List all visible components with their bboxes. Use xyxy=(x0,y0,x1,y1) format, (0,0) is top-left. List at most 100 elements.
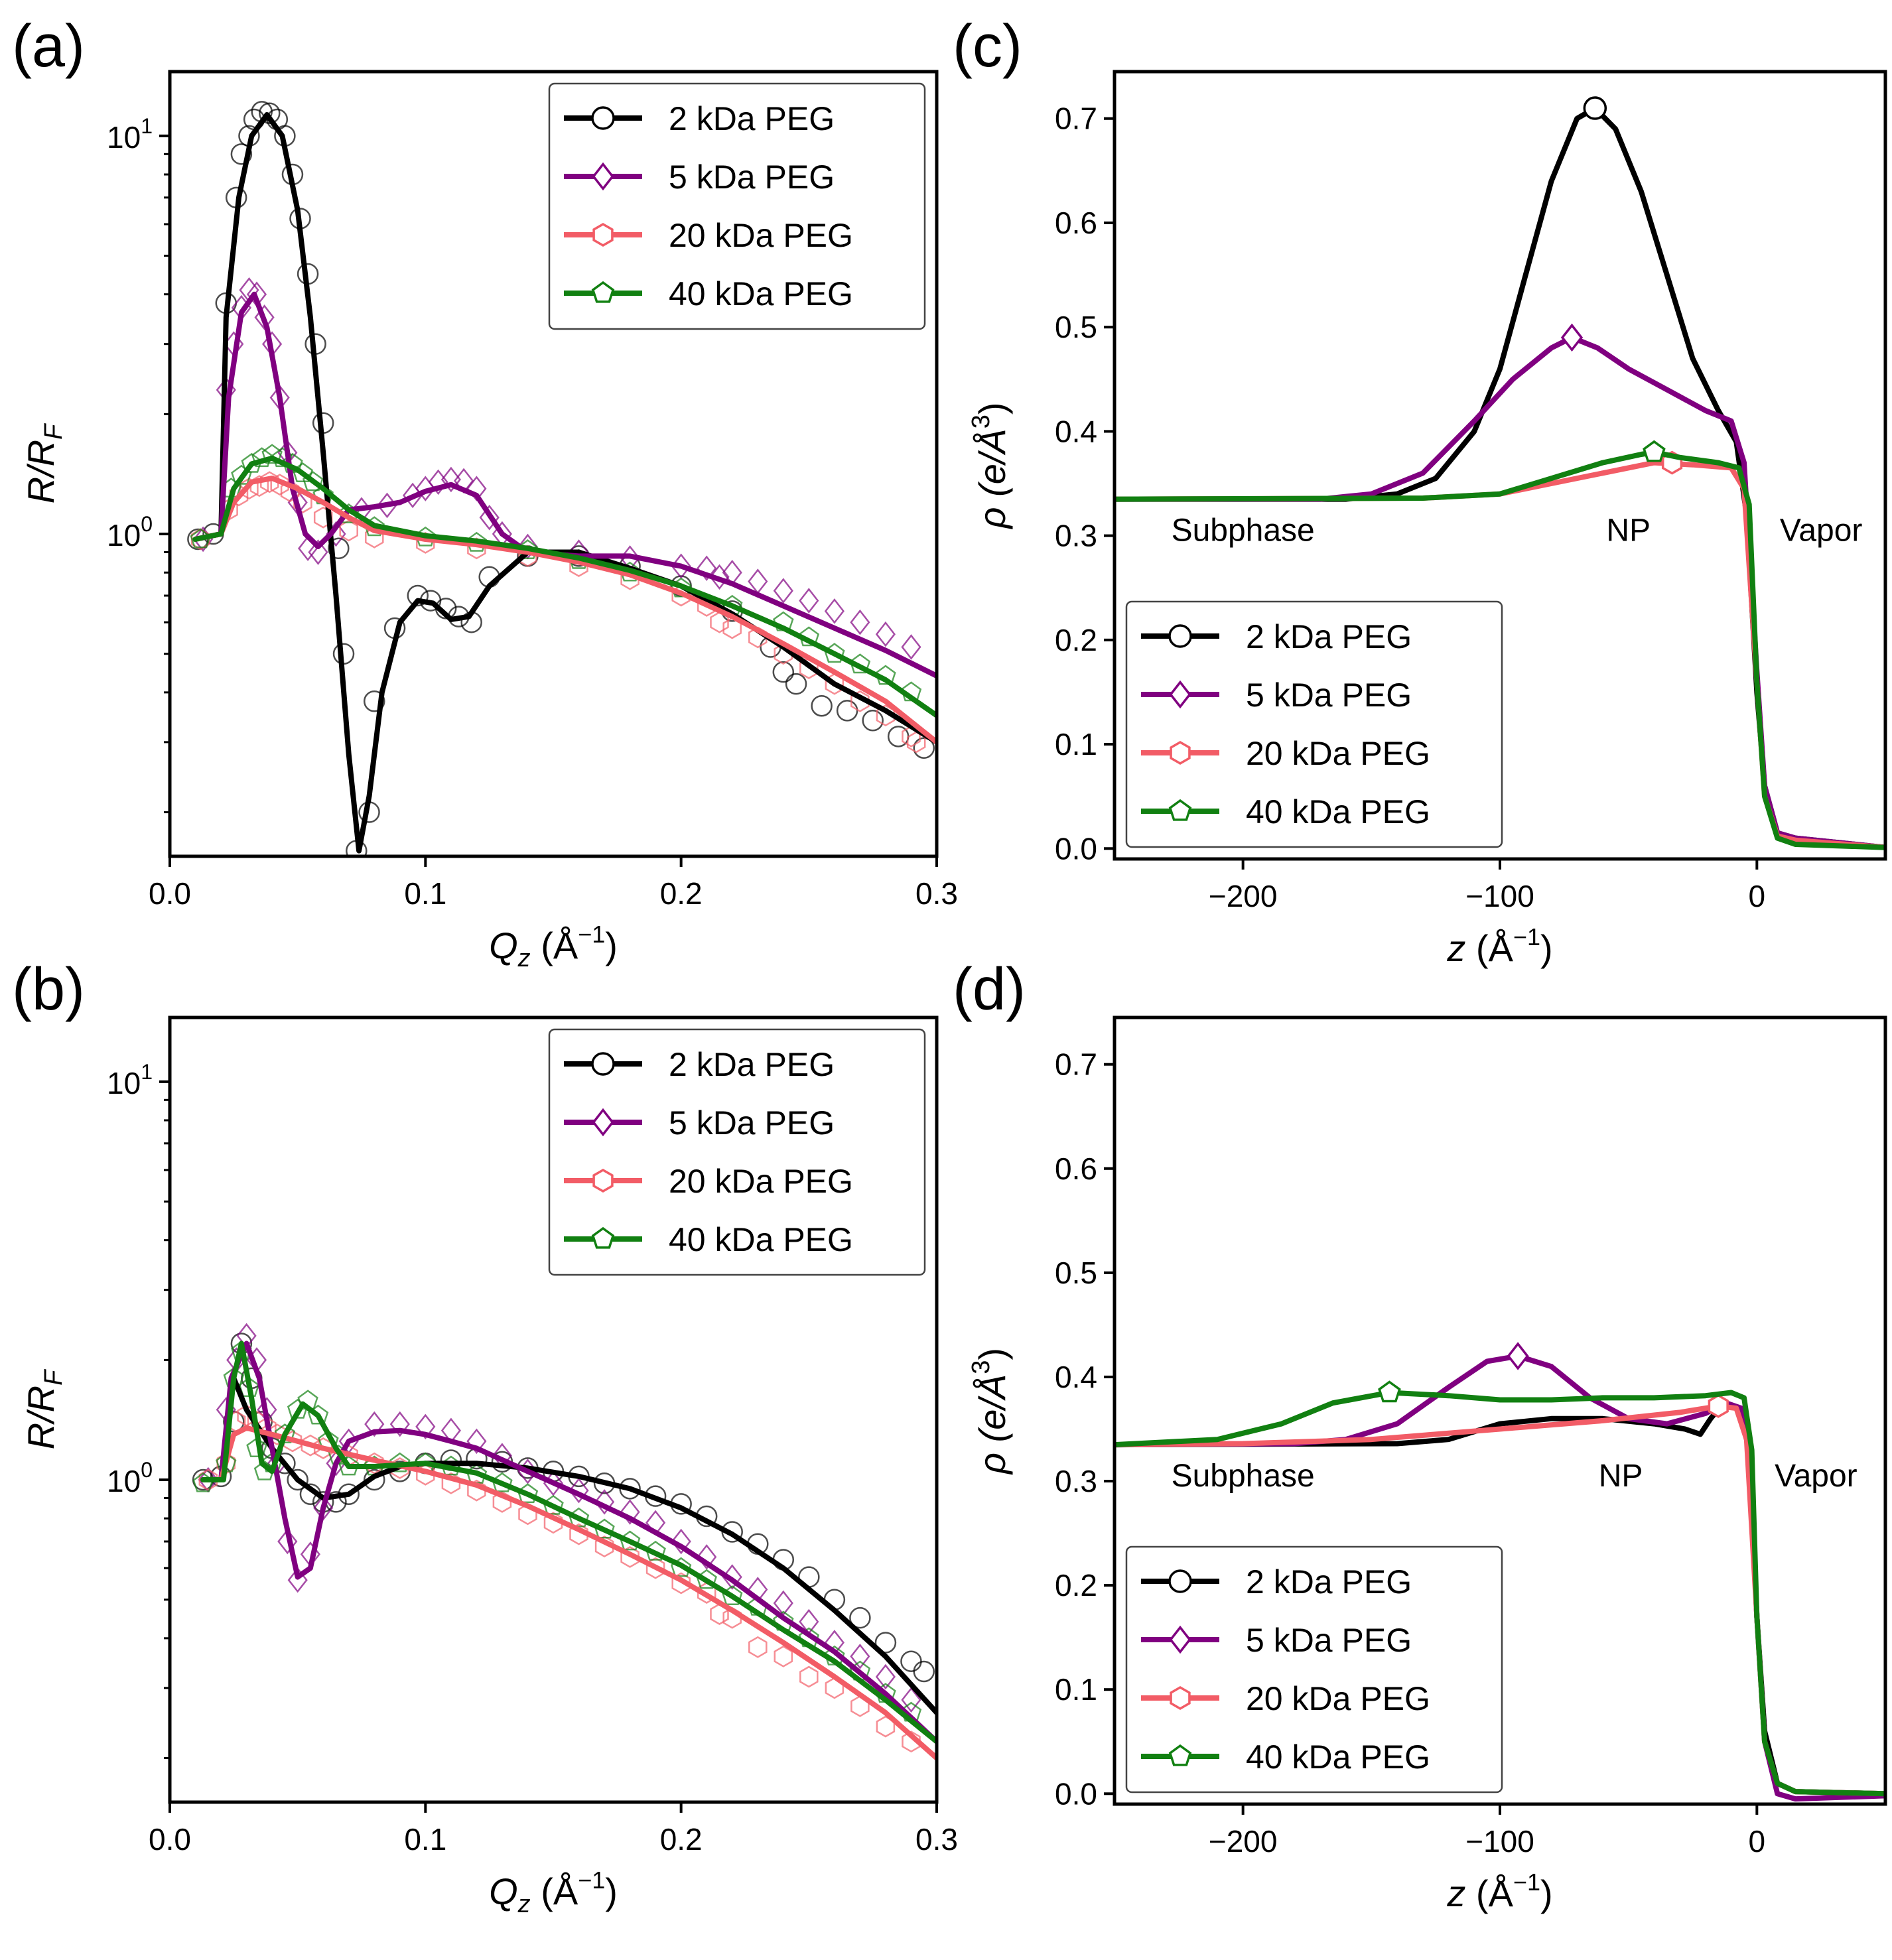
x-label-exp: −1 xyxy=(578,921,605,948)
x-axis-label: Qz (Å−1) xyxy=(489,921,618,972)
y-tick-exp: 1 xyxy=(141,114,153,138)
data-point xyxy=(874,1632,897,1654)
legend-box xyxy=(548,82,926,330)
data-point xyxy=(198,1469,218,1491)
y-label-main: ρ (e/Å xyxy=(971,1374,1013,1475)
ticks-c: −200 −100 0 0.0 0.1 0.2 0.3 0.4 0.5 0.6 0.7 xyxy=(1055,101,1765,913)
y-tick-label: 0.4 xyxy=(1055,414,1097,448)
x-label-main: Q xyxy=(489,925,518,966)
fit-40kDa xyxy=(1115,1380,1885,1797)
axes-frame xyxy=(168,70,939,858)
legend-entry: 40 kDa PEG xyxy=(1141,1738,1430,1776)
y-tick-label: 0.7 xyxy=(1055,101,1097,136)
y-tick-label: 0.3 xyxy=(1055,1464,1097,1498)
x-tick-label: −100 xyxy=(1465,1824,1534,1859)
data-point xyxy=(230,143,253,165)
data-point xyxy=(594,1489,615,1515)
legend-box xyxy=(1125,1545,1503,1794)
plot-area-a xyxy=(187,101,937,856)
legend-marker xyxy=(1169,1625,1191,1654)
x-axis-label: z (Å−1) xyxy=(1446,1868,1552,1914)
data-point xyxy=(569,1477,589,1504)
legend-marker xyxy=(1169,680,1191,709)
x-label-main: z xyxy=(1446,1872,1465,1914)
x-tick-label: 0.3 xyxy=(915,876,958,911)
y-tick-label: 0.4 xyxy=(1055,1360,1097,1394)
fit-5kDa xyxy=(192,291,937,679)
x-tick-label: 0.3 xyxy=(915,1822,958,1857)
x-label-close: ) xyxy=(1540,927,1553,969)
region-label: NP xyxy=(1599,1459,1643,1494)
legend-entry: 40 kDa PEG xyxy=(564,1221,853,1258)
x-label-unit: (Å xyxy=(531,925,578,966)
y-tick-label: 101 xyxy=(107,1060,153,1100)
y-tick-label: 0.7 xyxy=(1055,1047,1097,1082)
y-label-main: R/R xyxy=(20,1386,62,1449)
data-point xyxy=(772,661,795,683)
data-point xyxy=(440,466,461,493)
data-point xyxy=(773,1590,793,1616)
x-label-main: z xyxy=(1446,927,1465,969)
x-tick-label: 0 xyxy=(1749,1824,1766,1859)
data-point xyxy=(277,1528,298,1555)
data-point xyxy=(901,634,921,660)
data-point xyxy=(850,609,870,635)
legend-c: 2 kDa PEG 5 kDa PEG 20 kDa PEG 40 kDa PEG xyxy=(1125,600,1503,848)
x-label-sub: z xyxy=(517,1890,531,1918)
legend-marker xyxy=(592,222,614,247)
legend-entry: 5 kDa PEG xyxy=(564,159,835,196)
y-tick-exp: 1 xyxy=(141,1060,153,1084)
panel-label-c: (c) xyxy=(953,13,1022,80)
x-tick-label: 0.0 xyxy=(149,1822,191,1857)
y-tick-label: 0.5 xyxy=(1055,1256,1097,1290)
series-5kDa xyxy=(193,277,921,660)
y-tick-label: 0.5 xyxy=(1055,310,1097,344)
y-axis-label: R/RF xyxy=(20,1369,68,1449)
data-point xyxy=(246,1437,267,1457)
y-label-sub: F xyxy=(40,1369,68,1386)
legend-marker xyxy=(1168,799,1192,821)
legend-a: 2 kDa PEG 5 kDa PEG 20 kDa PEG 40 kDa PEG xyxy=(548,82,926,330)
y-tick-label: 0.2 xyxy=(1055,623,1097,657)
legend-label: 5 kDa PEG xyxy=(669,1104,835,1142)
legend-label: 2 kDa PEG xyxy=(1246,1563,1412,1601)
legend-entry: 2 kDa PEG xyxy=(564,1046,835,1083)
data-point xyxy=(697,1544,717,1570)
y-tick-base: 10 xyxy=(107,518,141,553)
ticks-d: −200 −100 0 0.0 0.1 0.2 0.3 0.4 0.5 0.6 0.7 xyxy=(1055,1047,1765,1859)
peak-marker xyxy=(1507,1342,1529,1370)
data-point xyxy=(850,690,870,712)
data-point xyxy=(620,1499,640,1525)
fit-line xyxy=(192,455,937,718)
legend-box xyxy=(548,1028,926,1276)
x-label-close: ) xyxy=(605,925,618,966)
legend-entry: 20 kDa PEG xyxy=(564,217,853,254)
y-tick-label: 0.6 xyxy=(1055,1151,1097,1186)
legend-entry: 40 kDa PEG xyxy=(1141,793,1430,830)
data-point xyxy=(308,539,328,565)
legend-label: 5 kDa PEG xyxy=(1246,677,1412,714)
y-label-main: ρ (e/Å xyxy=(971,428,1013,529)
legend-marker xyxy=(592,162,614,191)
region-label: Subphase xyxy=(1172,513,1315,548)
x-tick-label: −100 xyxy=(1465,879,1534,913)
fit-5kDa xyxy=(200,1340,937,1744)
x-label-main: Q xyxy=(489,1870,518,1912)
data-point xyxy=(259,102,281,124)
axes-frame xyxy=(1113,70,1887,861)
legend-d: 2 kDa PEG 5 kDa PEG 20 kDa PEG 40 kDa PEG xyxy=(1125,1545,1503,1794)
x-tick-label: 0.1 xyxy=(404,876,446,911)
x-label-close: ) xyxy=(605,1870,618,1912)
data-point xyxy=(467,1479,486,1502)
data-point xyxy=(328,537,350,560)
data-point xyxy=(466,1428,487,1455)
data-point xyxy=(773,578,793,604)
peak-marker xyxy=(1583,96,1607,120)
panel-label-a: (a) xyxy=(12,13,85,80)
legend-entry: 20 kDa PEG xyxy=(564,1163,853,1200)
data-point xyxy=(697,555,717,582)
y-tick-label: 0.3 xyxy=(1055,519,1097,553)
region-label: Vapor xyxy=(1775,1459,1858,1494)
